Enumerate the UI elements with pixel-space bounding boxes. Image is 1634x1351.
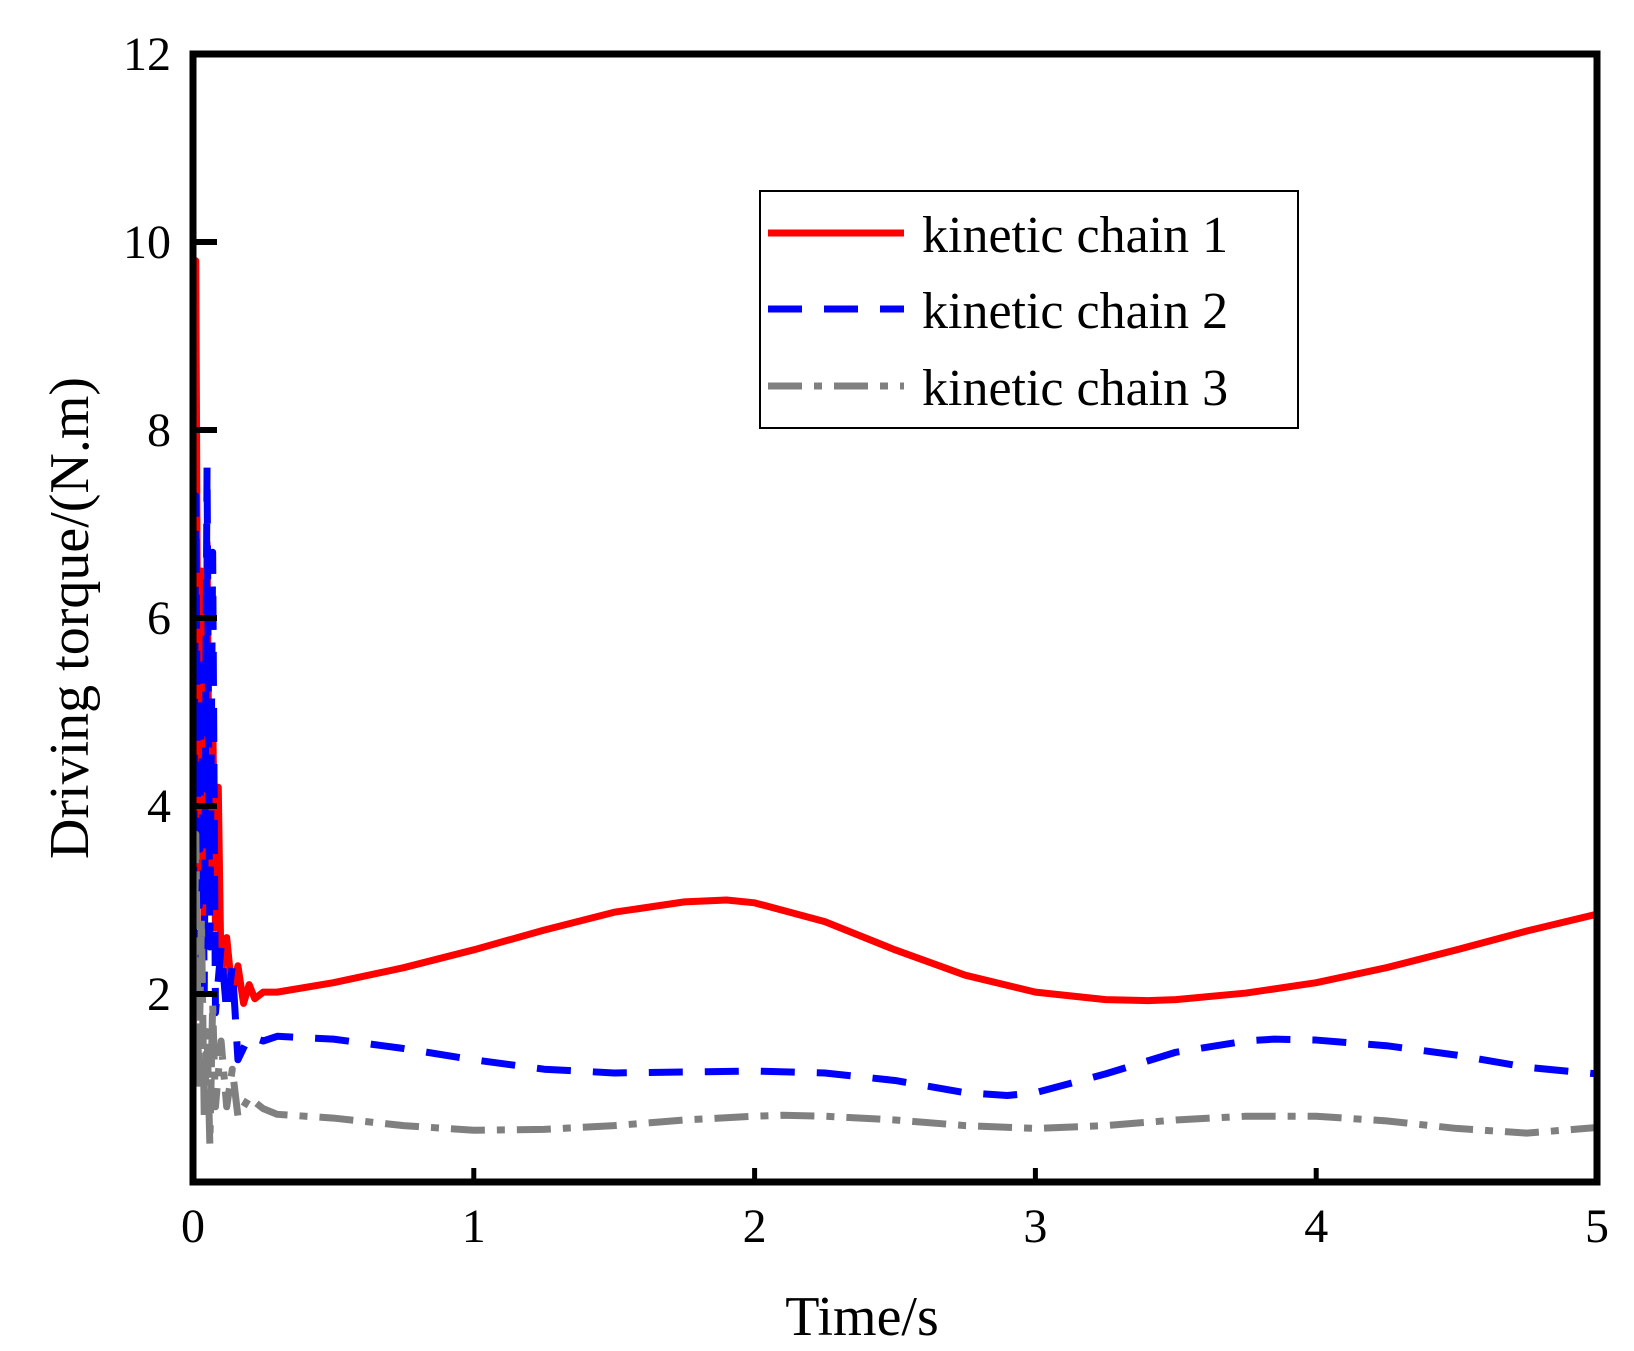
y-tick-label: 10 [123,216,171,269]
x-axis-label: Time/s [785,1286,939,1348]
legend-label-kinetic-chain-3: kinetic chain 3 [922,360,1228,417]
x-tick-label: 2 [743,1200,767,1253]
y-tick-label: 8 [147,404,171,457]
legend-label-kinetic-chain-1: kinetic chain 1 [922,207,1228,264]
series-line-kinetic-chain-3 [193,830,1597,1148]
x-tick-label: 4 [1304,1200,1328,1253]
y-tick-label: 12 [123,28,171,81]
y-tick-label: 6 [147,592,171,645]
y-tick-label: 4 [147,780,171,833]
legend-label-kinetic-chain-2: kinetic chain 2 [922,283,1228,340]
y-tick-label: 2 [147,968,171,1021]
series-line-kinetic-chain-2 [193,464,1597,1100]
x-tick-label: 3 [1023,1200,1047,1253]
x-tick-label: 0 [181,1200,205,1253]
x-tick-label: 5 [1585,1200,1609,1253]
legend: kinetic chain 1 kinetic chain 2 kinetic … [759,190,1299,429]
y-axis-label: Driving torque/(N.m) [39,377,101,859]
x-tick-label: 1 [462,1200,486,1253]
